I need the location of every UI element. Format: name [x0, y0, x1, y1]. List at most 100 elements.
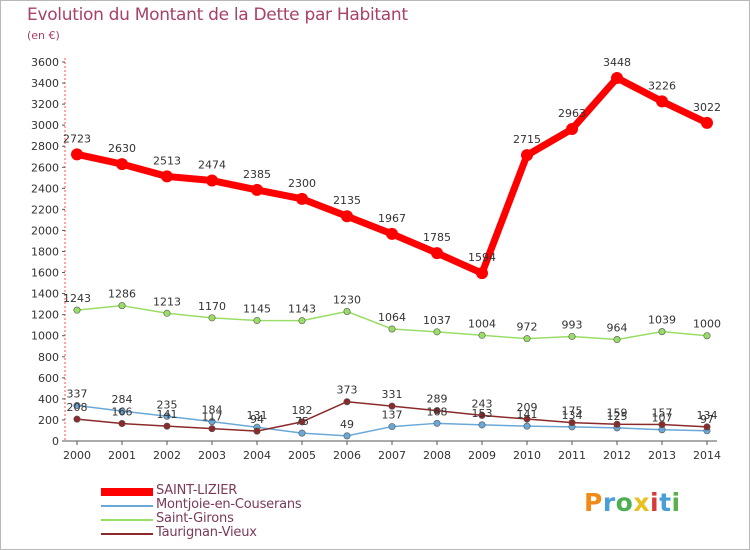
data-label: 2630 — [108, 142, 136, 155]
series-point — [611, 72, 623, 85]
series-point — [566, 123, 578, 136]
legend-swatch — [101, 533, 153, 535]
y-tick-label: 400 — [38, 393, 59, 406]
data-label: 2300 — [288, 177, 316, 190]
y-tick-label: 3600 — [31, 56, 59, 69]
data-label: 137 — [382, 409, 403, 422]
series-point — [613, 336, 621, 344]
x-tick-label: 2000 — [63, 449, 91, 462]
data-label: 107 — [652, 412, 673, 425]
series-point — [343, 308, 351, 316]
logo-letter: P — [584, 488, 603, 517]
data-label: 166 — [112, 406, 133, 419]
line-chart: 0 200 400 600 800 1000 1200 1400 1600 1800 2000 220… — [31, 56, 721, 462]
data-label: 3226 — [648, 79, 676, 92]
data-label: 131 — [247, 409, 268, 422]
data-label: 373 — [337, 384, 358, 397]
series-point — [73, 415, 81, 423]
logo-letter: i — [650, 488, 660, 517]
data-label: 49 — [340, 418, 354, 431]
data-label: 157 — [652, 406, 673, 419]
legend-swatch — [101, 488, 153, 496]
data-label: 182 — [292, 404, 313, 417]
x-tick-label: 2004 — [243, 449, 271, 462]
series-point — [476, 267, 488, 280]
legend-item: Saint-Girons — [101, 511, 401, 526]
series-layer — [71, 72, 713, 440]
series-point — [343, 432, 351, 440]
y-tick-label: 1400 — [31, 288, 59, 301]
y-tick-label: 1200 — [31, 309, 59, 322]
series-point — [386, 227, 398, 240]
y-tick-label: 2800 — [31, 140, 59, 153]
chart-axes: 0 200 400 600 800 1000 1200 1400 1600 1800 2000 220… — [31, 56, 721, 462]
y-tick-label: 2400 — [31, 182, 59, 195]
data-label: 153 — [472, 407, 493, 420]
y-tick-label: 2600 — [31, 161, 59, 174]
series-point — [116, 158, 128, 171]
series-point — [433, 407, 441, 415]
series-point — [523, 415, 531, 423]
logo-letter: o — [615, 488, 634, 517]
series-point — [613, 420, 621, 428]
data-label: 2135 — [333, 194, 361, 207]
series-point — [73, 306, 81, 314]
x-tick-label: 2007 — [378, 449, 406, 462]
data-label: 2715 — [513, 133, 541, 146]
data-label: 1213 — [153, 295, 181, 308]
data-label: 184 — [202, 404, 223, 417]
data-label: 243 — [472, 397, 493, 410]
data-label: 284 — [112, 393, 133, 406]
data-label: 1064 — [378, 311, 406, 324]
data-label: 209 — [517, 401, 538, 414]
proxiti-logo: Proxiti — [584, 488, 681, 517]
x-tick-label: 2009 — [468, 449, 496, 462]
logo-letter: r — [602, 488, 616, 517]
series-point — [658, 328, 666, 336]
series-point — [478, 421, 486, 429]
x-tick-label: 2002 — [153, 449, 181, 462]
data-label: 3448 — [603, 56, 631, 69]
series-point — [298, 429, 306, 437]
x-tick-label: 2001 — [108, 449, 136, 462]
x-tick-label: 2013 — [648, 449, 676, 462]
x-tick-label: 2012 — [603, 449, 631, 462]
y-tick-label: 2000 — [31, 224, 59, 237]
y-tick-label: 800 — [38, 351, 59, 364]
x-tick-label: 2003 — [198, 449, 226, 462]
data-label: 1230 — [333, 294, 361, 307]
series-point — [298, 418, 306, 426]
y-tick-label: 0 — [52, 435, 59, 448]
series-point — [163, 422, 171, 430]
data-label: 2723 — [63, 132, 91, 145]
legend-item: SAINT-LIZIER — [101, 483, 401, 498]
data-label: 1286 — [108, 288, 136, 301]
y-tick-label: 1800 — [31, 246, 59, 259]
series-point — [656, 95, 668, 108]
y-tick-label: 200 — [38, 414, 59, 427]
legend-swatch — [101, 519, 153, 521]
series-point — [341, 210, 353, 223]
series-point — [118, 302, 126, 310]
series-point — [251, 183, 263, 196]
series-point — [478, 411, 486, 419]
x-tick-label: 2014 — [693, 449, 721, 462]
data-label: 134 — [562, 409, 583, 422]
data-label: 1037 — [423, 314, 451, 327]
data-label: 972 — [517, 321, 538, 334]
series-point — [658, 420, 666, 428]
series-point — [163, 309, 171, 317]
series-point — [208, 418, 216, 426]
data-label: 1967 — [378, 212, 406, 225]
series-point — [703, 423, 711, 431]
series-point — [388, 402, 396, 410]
data-label: 1243 — [63, 292, 91, 305]
legend-swatch — [101, 505, 153, 507]
x-tick-label: 2006 — [333, 449, 361, 462]
y-tick-label: 600 — [38, 372, 59, 385]
data-label: 331 — [382, 388, 403, 401]
series-point — [298, 317, 306, 325]
data-label: 964 — [607, 322, 628, 335]
data-label: 125 — [607, 410, 628, 423]
